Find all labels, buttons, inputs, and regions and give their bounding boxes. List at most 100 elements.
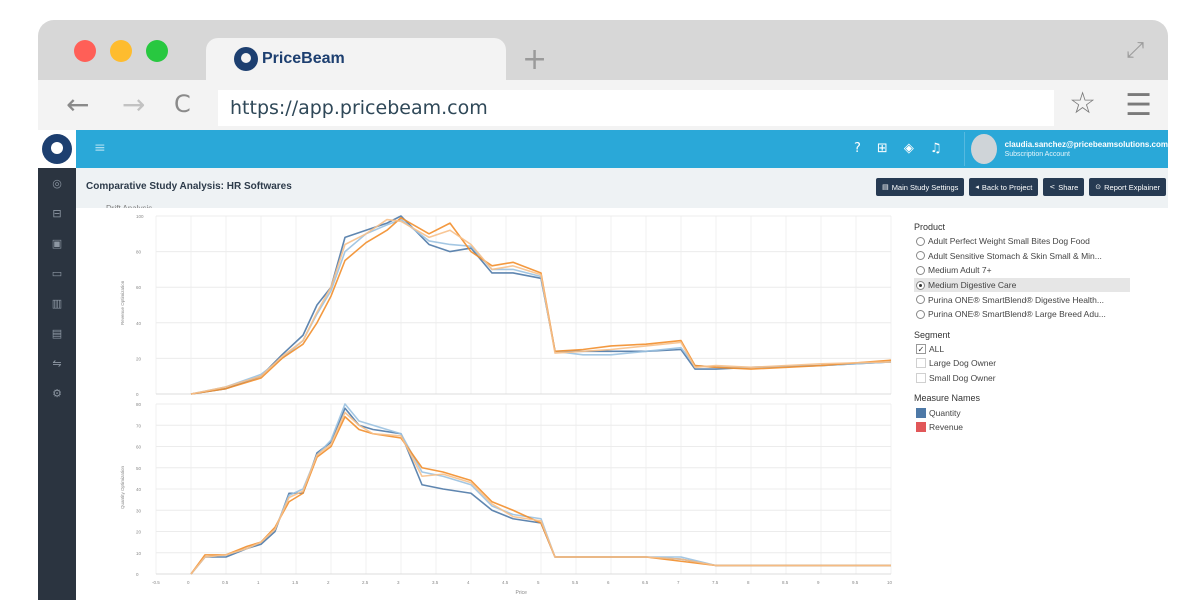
segment-option-label: Large Dog Owner — [929, 358, 997, 369]
briefcase-icon[interactable]: ⊟ — [52, 206, 62, 220]
measure-label: Quantity — [929, 407, 961, 418]
button-label: Main Study Settings — [891, 182, 959, 192]
sidebar: ◎ ⊟ ▣ ▭ ▥ ▤ ⇋ ⚙ — [38, 130, 76, 600]
user-menu[interactable]: claudia.sanchez@pricebeamsolutions.com S… — [964, 132, 1168, 166]
product-option[interactable]: Adult Sensitive Stomach & Skin Small & M… — [914, 249, 1134, 264]
expand-icon[interactable]: ⤢ — [1126, 38, 1144, 63]
product-option-label: Adult Sensitive Stomach & Skin Small & M… — [928, 250, 1102, 261]
settings-icon[interactable]: ⚙ — [52, 386, 62, 400]
radio-icon[interactable] — [916, 251, 925, 261]
product-list: Adult Perfect Weight Small Bites Dog Foo… — [914, 234, 1134, 322]
minimize-window-button[interactable] — [110, 40, 132, 62]
y-tick-label: 40 — [136, 487, 142, 492]
y-tick-label: 60 — [136, 285, 142, 290]
radio-icon[interactable] — [916, 265, 925, 275]
bar-chart-icon[interactable]: ▥ — [51, 296, 63, 310]
video-icon[interactable]: ▭ — [51, 266, 63, 280]
x-tick-label: 2 — [327, 580, 330, 585]
x-axis-label: Price — [516, 590, 528, 596]
hamburger-menu-icon[interactable]: ≡ — [94, 140, 106, 156]
product-option[interactable]: Purina ONE® SmartBlend® Digestive Health… — [914, 292, 1134, 307]
forward-icon[interactable]: → — [122, 88, 146, 121]
product-option[interactable]: Medium Digestive Care — [914, 277, 1130, 293]
x-tick-label: 3 — [397, 580, 400, 585]
settings-list-icon: ▤ — [882, 183, 889, 191]
y-tick-label: 60 — [136, 445, 142, 450]
report-explainer-button[interactable]: ⊙ Report Explainer — [1089, 178, 1166, 196]
browser-menu-icon[interactable]: ☰ — [1125, 88, 1152, 123]
bell-icon[interactable]: ♫ — [929, 141, 942, 156]
y-tick-label: 20 — [136, 530, 142, 535]
new-tab-button[interactable]: + — [522, 42, 548, 77]
dashboard-icon[interactable]: ◎ — [52, 176, 62, 190]
x-tick-label: 7 — [677, 580, 680, 585]
x-tick-label: 5 — [537, 580, 540, 585]
checkbox-icon[interactable] — [916, 373, 926, 384]
radio-icon[interactable] — [916, 280, 925, 290]
segment-option-label: ALL — [929, 343, 945, 354]
y-tick-label: 0 — [136, 572, 139, 577]
button-label: Share — [1058, 182, 1079, 192]
back-icon[interactable]: ← — [66, 88, 90, 121]
legend-swatch — [916, 422, 926, 433]
x-tick-label: -0.5 — [152, 580, 160, 585]
browser-toolbar: ← → C https://app.pricebeam.com ☆ ☰ — [38, 80, 1168, 130]
segment-option[interactable]: Large Dog Owner — [914, 356, 1134, 371]
y-tick-label: 50 — [136, 466, 142, 471]
graduation-icon[interactable]: ◈ — [903, 141, 914, 156]
checkbox-icon[interactable] — [916, 358, 926, 369]
y-tick-label: 20 — [136, 356, 142, 361]
product-option[interactable]: Purina ONE® SmartBlend® Large Breed Adu.… — [914, 307, 1134, 322]
close-window-button[interactable] — [74, 40, 96, 62]
back-to-project-button[interactable]: ◂ Back to Project — [969, 178, 1039, 196]
y-axis-label: Quantity Optimization — [120, 465, 125, 509]
x-tick-label: 10 — [887, 580, 893, 585]
segment-option-label: Small Dog Owner — [929, 373, 996, 384]
bookmark-star-icon[interactable]: ☆ — [1069, 86, 1096, 121]
segment-list: ✓ ALL Large Dog Owner Small Dog Owner — [914, 342, 1134, 386]
pricebeam-logo: PriceBeam — [234, 47, 345, 71]
clipboard-icon[interactable]: ▣ — [51, 236, 63, 250]
browser-tab[interactable]: PriceBeam — [206, 38, 506, 80]
x-tick-label: 9.5 — [852, 580, 859, 585]
header-actions: ▤ Main Study Settings ◂ Back to Project < S… — [876, 178, 1166, 196]
library-icon[interactable]: ▤ — [51, 326, 63, 340]
y-axis-label: Revenue Optimization — [120, 280, 125, 325]
user-role: Subscription Account — [1004, 151, 1070, 158]
link-icon[interactable]: ⇋ — [52, 356, 62, 370]
radio-icon[interactable] — [916, 236, 925, 246]
tab-title: PriceBeam — [262, 50, 345, 67]
share-button[interactable]: < Share — [1043, 178, 1085, 196]
checkbox-icon[interactable]: ✓ — [916, 343, 926, 354]
measure-legend-item[interactable]: Revenue — [914, 420, 1134, 435]
segment-option[interactable]: Small Dog Owner — [914, 371, 1134, 386]
product-option[interactable]: Medium Adult 7+ — [914, 263, 1134, 278]
series-line — [190, 216, 892, 395]
address-bar[interactable]: https://app.pricebeam.com — [218, 90, 1054, 126]
maximize-window-button[interactable] — [146, 40, 168, 62]
x-tick-label: 1 — [257, 580, 260, 585]
reload-icon[interactable]: C — [174, 90, 191, 118]
product-option-label: Medium Digestive Care — [928, 280, 1017, 291]
main-study-settings-button[interactable]: ▤ Main Study Settings — [876, 178, 965, 196]
segment-option[interactable]: ✓ ALL — [914, 342, 1134, 357]
book-icon[interactable]: ⊞ — [876, 141, 888, 156]
series-line — [190, 215, 892, 395]
radio-icon[interactable] — [916, 295, 925, 305]
pricebeam-logo-icon — [234, 47, 258, 71]
product-option-label: Purina ONE® SmartBlend® Large Breed Adu.… — [928, 309, 1106, 320]
y-tick-label: 80 — [136, 402, 142, 407]
x-tick-label: 9 — [817, 580, 820, 585]
x-tick-label: 4.5 — [502, 580, 509, 585]
avatar[interactable] — [971, 134, 997, 164]
product-option[interactable]: Adult Perfect Weight Small Bites Dog Foo… — [914, 234, 1134, 249]
measure-legend-item[interactable]: Quantity — [914, 405, 1134, 420]
x-tick-label: 8 — [747, 580, 750, 585]
radio-icon[interactable] — [916, 309, 925, 319]
x-tick-label: 0 — [187, 580, 190, 585]
help-icon[interactable]: ? — [854, 141, 861, 156]
x-tick-label: 7.5 — [712, 580, 719, 585]
drift-analysis-chart: 0 20 40 60 80 100 Revenue Optimization 0 10 20 30 4… — [96, 208, 908, 600]
app-logo[interactable] — [38, 130, 76, 168]
